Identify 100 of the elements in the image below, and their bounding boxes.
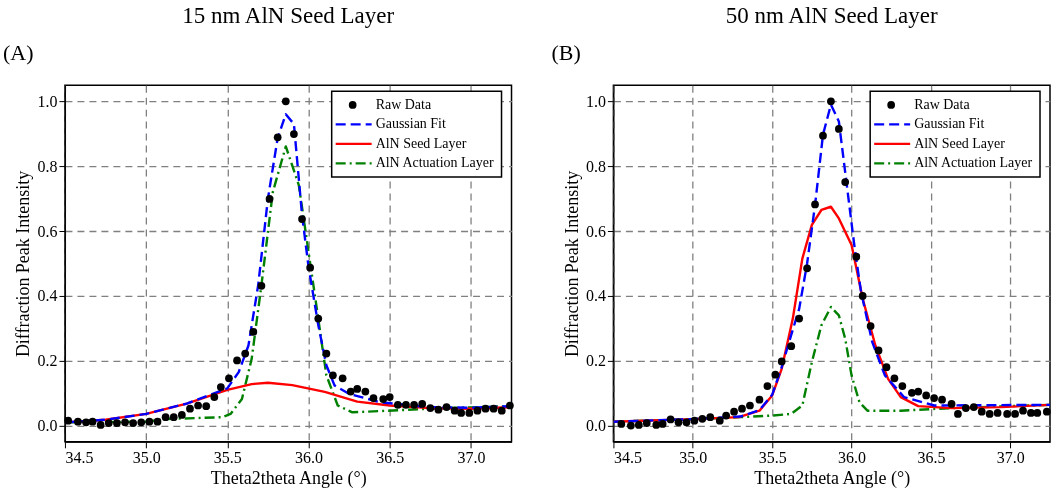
point [385,393,394,401]
point [465,409,474,417]
point [418,400,427,408]
point [225,374,233,383]
point [841,178,850,186]
point [1011,410,1019,418]
point [82,418,90,427]
point [281,97,290,106]
point [353,385,362,393]
text: (B) [551,40,581,66]
point [706,413,715,422]
point [257,281,266,290]
point [186,404,194,413]
point [938,395,946,404]
x-tick-label: 35.5 [213,449,242,467]
point [298,215,306,223]
point [96,421,105,429]
point [113,419,121,427]
point [210,393,219,401]
point [104,419,113,427]
point [858,292,867,300]
point [819,131,827,140]
point [617,420,626,428]
point [393,400,402,409]
point [137,418,146,427]
point [985,410,994,418]
point [202,402,211,411]
point [402,400,410,409]
x-tick-label: 34.5 [65,449,94,467]
point [642,419,651,427]
point [369,394,378,402]
y-axis-title: Diffraction Peak Intensity [13,170,34,358]
point [722,411,731,420]
point [153,417,162,426]
point [993,409,1002,417]
point [866,322,875,330]
point [738,404,746,413]
point [481,404,490,413]
x-axis-title: Theta2theta Angle (°) [754,468,911,490]
x-tick-label: 36.0 [838,449,867,467]
point [322,349,331,358]
chart-title: 15 nm AlN Seed Layer [182,3,395,29]
point [674,418,683,427]
point [746,401,754,410]
point [961,404,970,412]
point [771,370,780,379]
point [489,404,498,413]
point [1019,406,1027,415]
point [882,363,891,372]
point [666,415,675,424]
point [473,406,482,415]
point [930,394,938,402]
y-tick-label: 0.0 [37,417,58,435]
point [379,395,388,403]
point [914,387,923,396]
x-tick-label: 36.5 [376,449,405,467]
chart-title: 50 nm AlN Seed Layer [725,3,938,29]
point [658,420,667,428]
x-tick-label: 35.0 [679,449,708,467]
point [627,421,635,430]
point [890,374,899,383]
point [338,374,347,383]
point [329,371,337,380]
x-tick-label: 36.0 [295,449,324,467]
y-tick-label: 0.0 [585,417,606,435]
point [426,404,435,412]
y-tick-label: 0.6 [585,222,606,240]
point [121,418,129,427]
y-tick-label: 0.4 [585,287,606,305]
point [273,133,282,142]
point [947,400,956,408]
point [690,416,699,425]
point [898,382,907,390]
point [652,421,661,429]
point [969,403,978,411]
point [410,400,418,409]
point [827,97,835,106]
x-tick-label: 37.0 [457,449,486,467]
point [834,125,843,133]
point [145,417,154,426]
point [763,382,772,390]
text: (A) [3,40,34,66]
x-tick-label: 36.5 [917,449,946,467]
point [129,419,138,427]
point [1027,409,1035,417]
point [241,349,250,358]
point [457,409,466,417]
x-tick-label: 37.0 [996,449,1025,467]
y-tick-label: 0.4 [37,287,58,305]
legend-label: AlN Seed Layer [375,135,467,151]
y-axis-title: Diffraction Peak Intensity [561,170,582,358]
legend-label: Gaussian Fit [914,116,985,132]
legend-label: AlN Actuation Layer [914,155,1033,171]
point [434,405,443,414]
legend-label: Gaussian Fit [375,116,446,132]
point [216,383,225,391]
point [161,413,170,422]
point [361,387,370,396]
point [64,416,73,425]
point [265,195,274,203]
